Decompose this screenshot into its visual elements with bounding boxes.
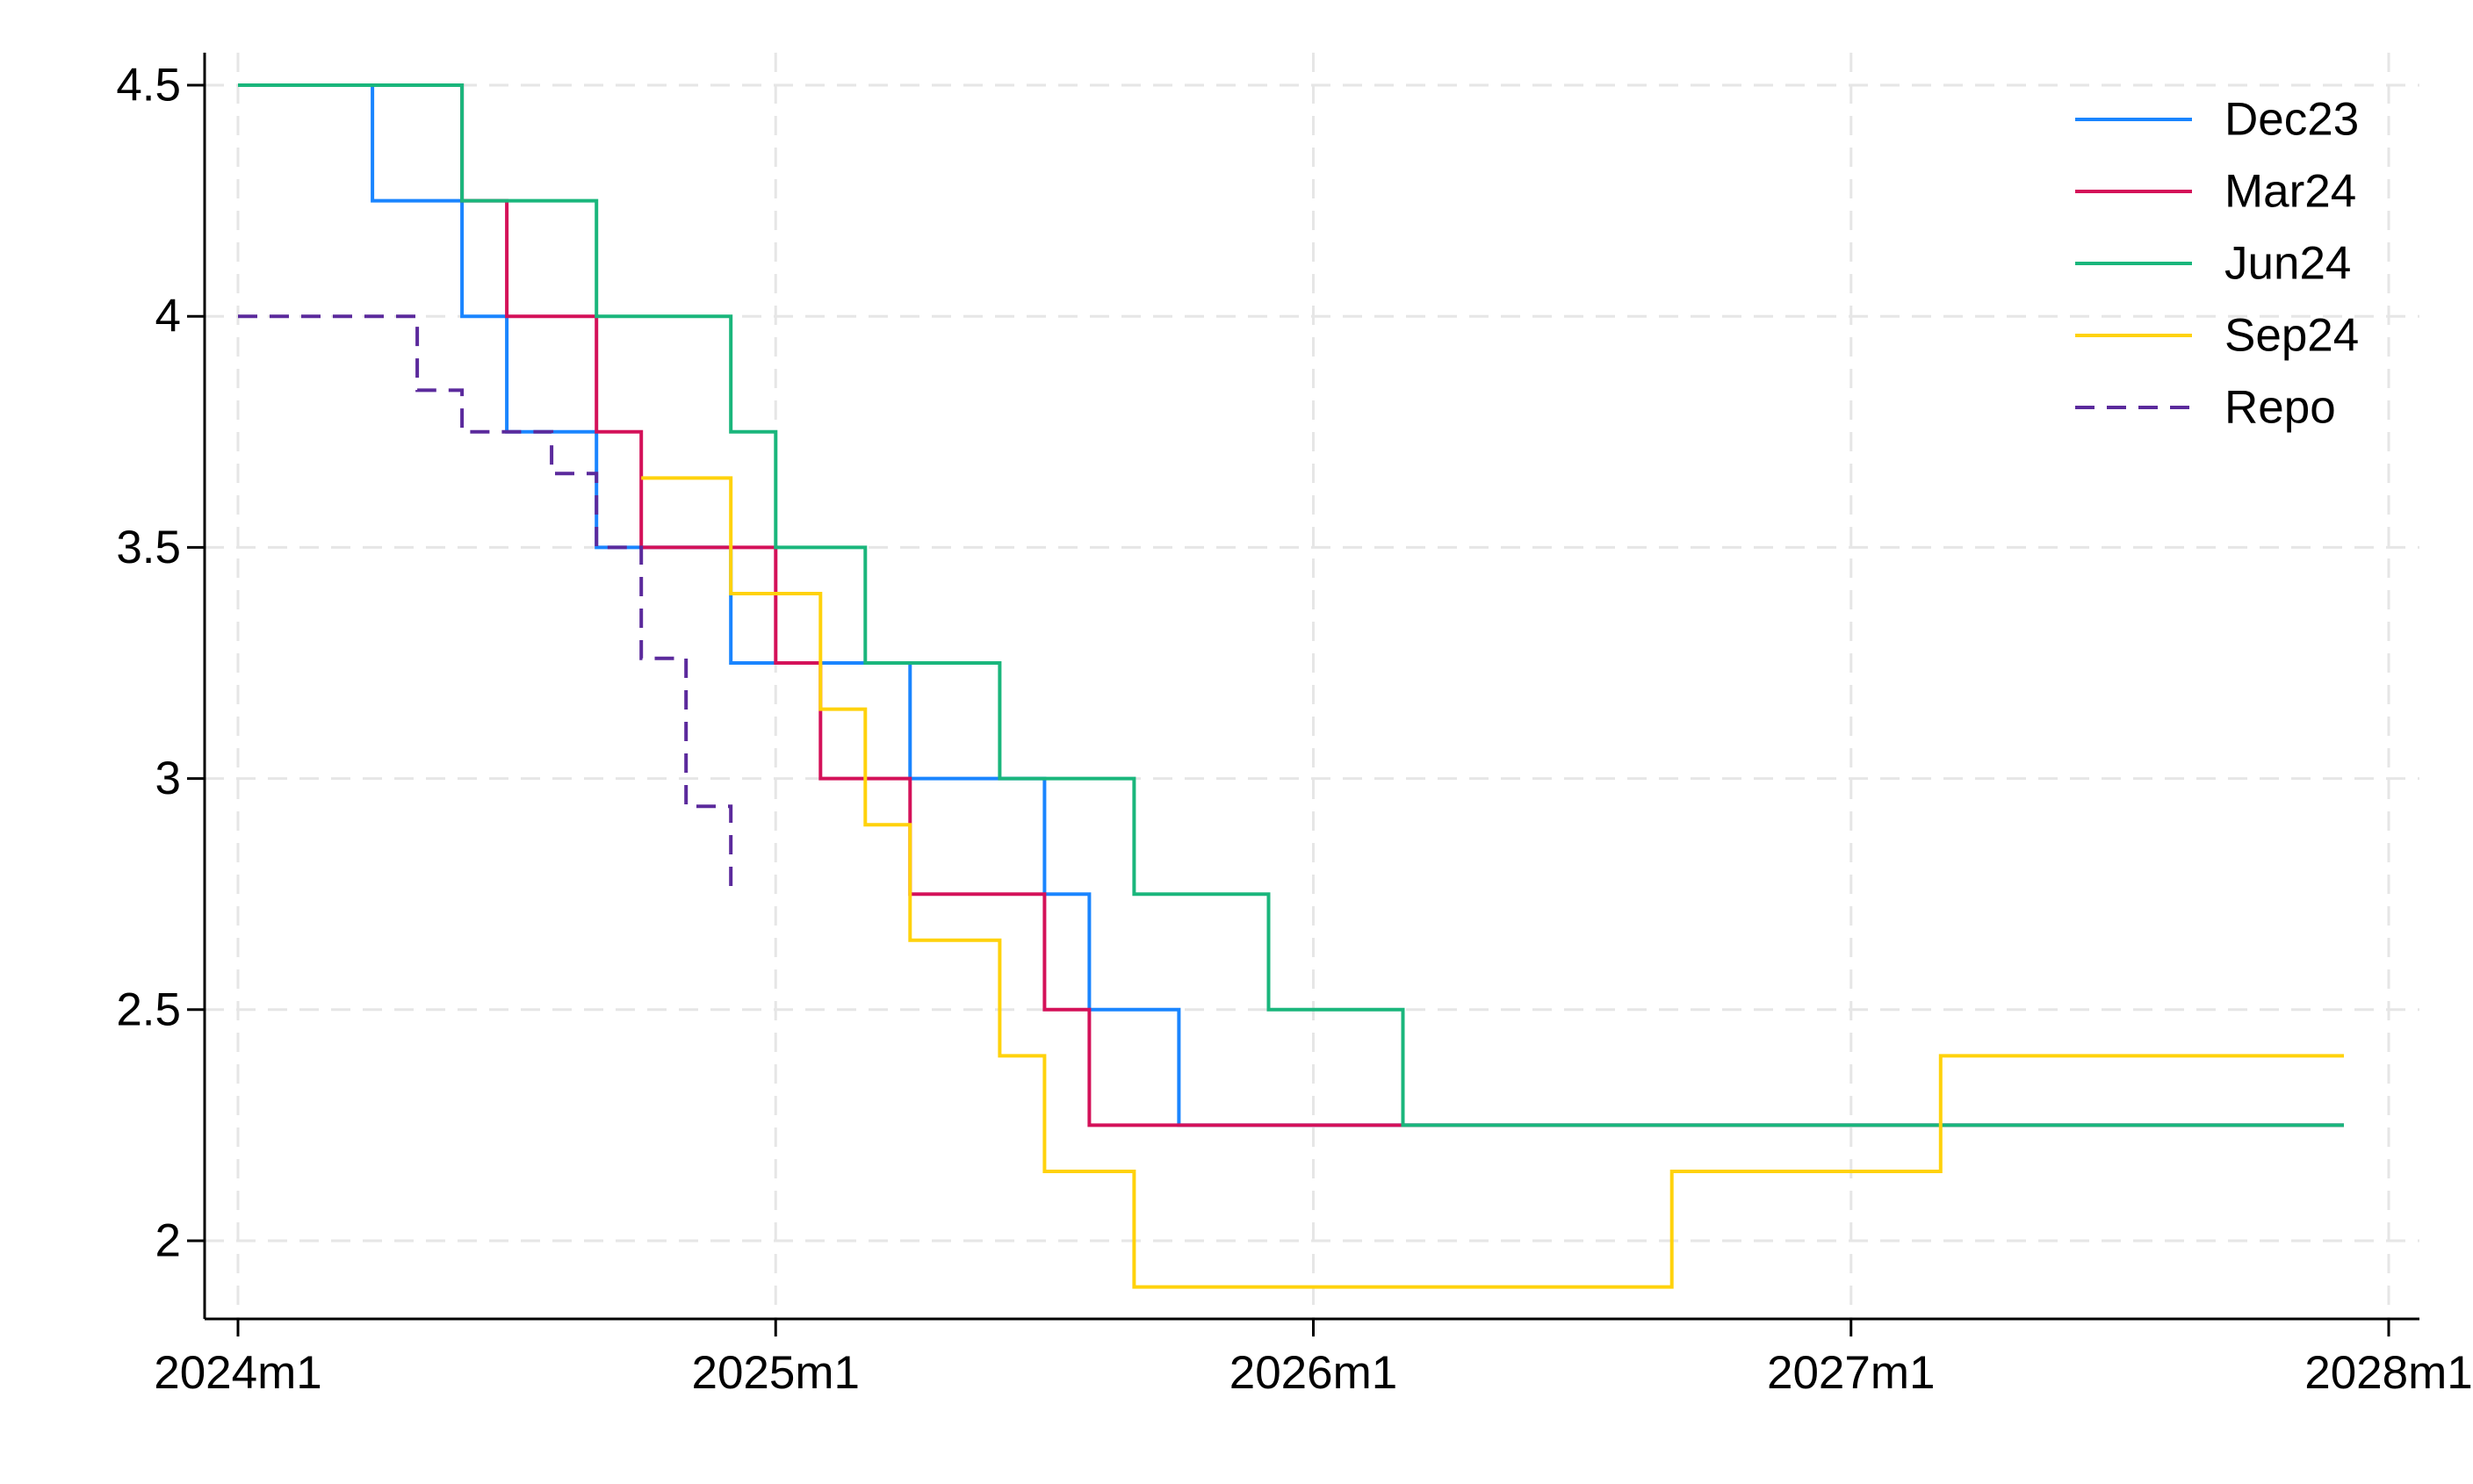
legend-label: Mar24 — [2224, 166, 2356, 218]
series-line-jun24 — [238, 83, 2344, 1127]
legend-item-dec23: Dec23 — [2075, 94, 2359, 146]
x-tick-label: 2025m1 — [691, 1347, 860, 1399]
y-tick-label: 2.5 — [116, 983, 181, 1035]
legend-label: Sep24 — [2224, 310, 2359, 362]
legend-label: Repo — [2224, 382, 2336, 434]
legend-item-sep24: Sep24 — [2075, 310, 2359, 362]
x-tick-label: 2024m1 — [154, 1347, 322, 1399]
series-lines — [238, 83, 2344, 1289]
y-tick-label: 3 — [155, 753, 181, 804]
y-tick-label: 4 — [155, 291, 181, 342]
tick-labels: 2 2.5 3 3.5 4 4.5 2024m1 2025m1 2026m1 2027m1 2028… — [116, 60, 2472, 1400]
series-line-sep24 — [641, 476, 2344, 1289]
legend: Dec23 Mar24 Jun24 Sep24 Repo — [2075, 94, 2359, 434]
x-tick-label: 2028m1 — [2304, 1347, 2473, 1399]
x-tick-label: 2027m1 — [1767, 1347, 1936, 1399]
legend-item-repo: Repo — [2075, 382, 2336, 434]
series-line-mar24 — [238, 83, 2344, 1127]
y-tick-label: 3.5 — [116, 522, 181, 573]
legend-label: Dec23 — [2224, 94, 2359, 146]
legend-item-jun24: Jun24 — [2075, 238, 2351, 290]
series-line-repo — [238, 314, 733, 895]
series-line-dec23 — [238, 83, 2344, 1127]
legend-label: Jun24 — [2224, 238, 2351, 290]
legend-item-mar24: Mar24 — [2075, 166, 2356, 218]
x-tick-label: 2026m1 — [1229, 1347, 1398, 1399]
y-tick-label: 2 — [155, 1215, 181, 1267]
y-tick-label: 4.5 — [116, 60, 181, 112]
